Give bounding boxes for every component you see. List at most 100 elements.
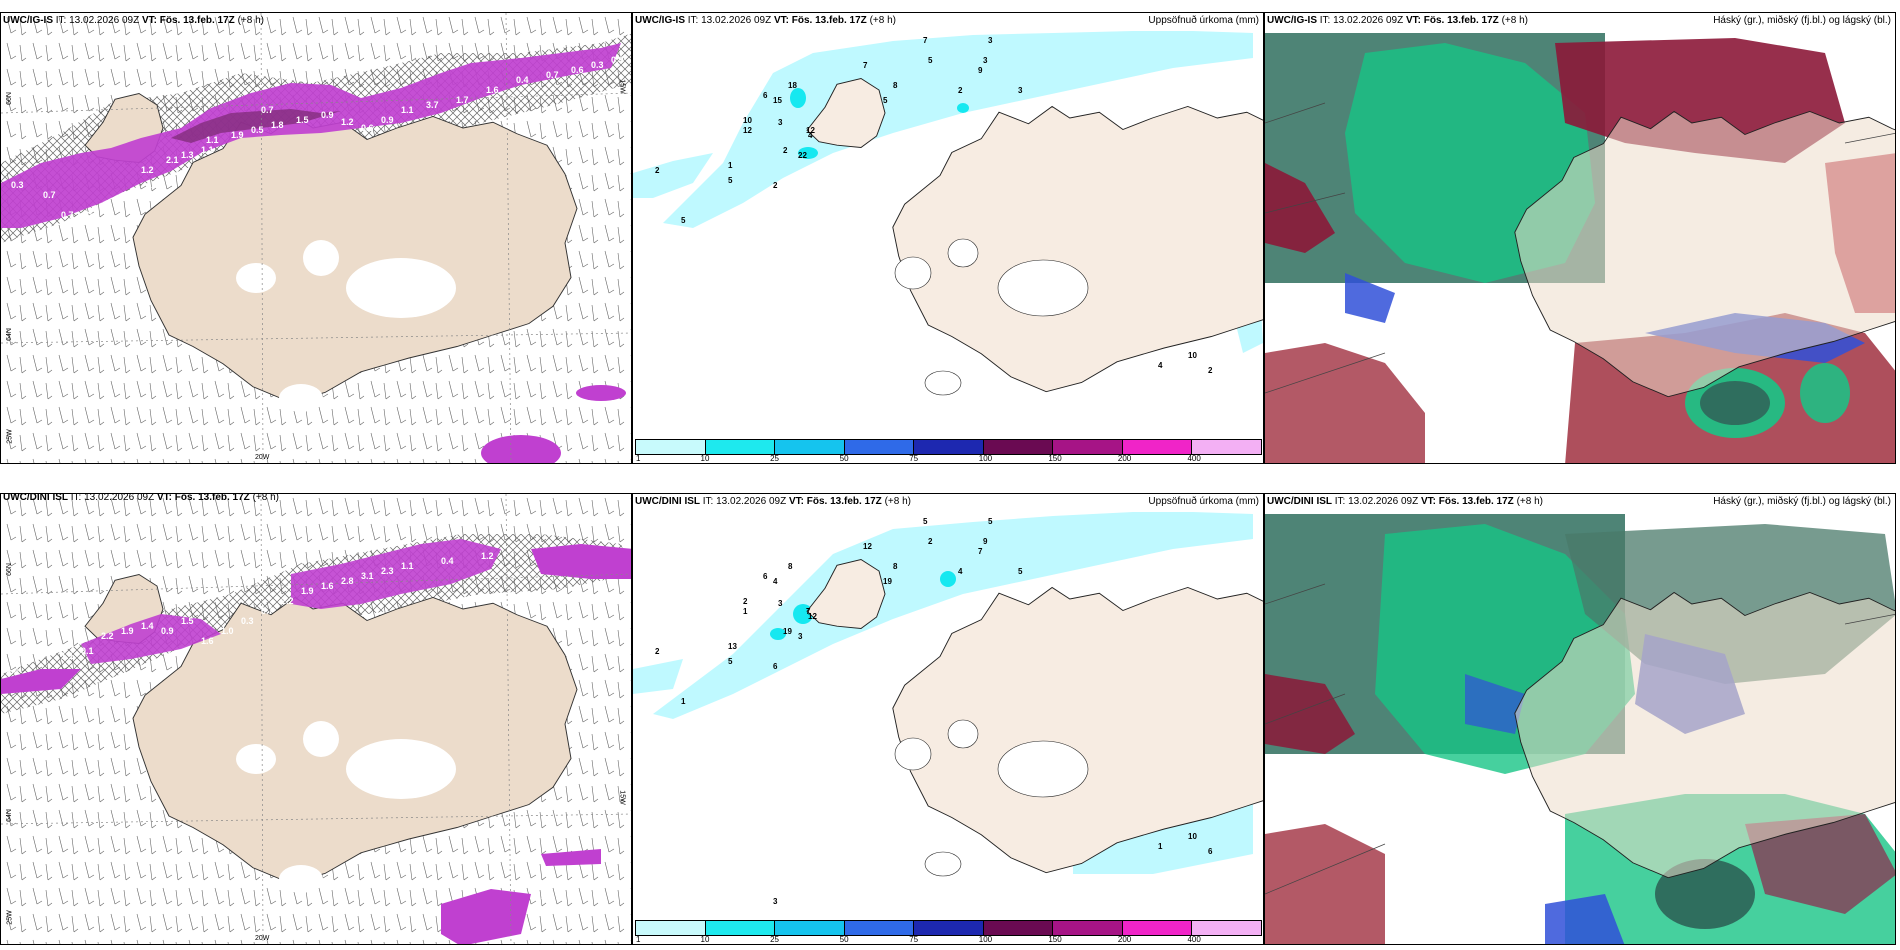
map-value-label: 8 — [893, 81, 898, 90]
colorbar-cell — [1052, 439, 1123, 455]
panel-title: UWC/IG-IS IT: 13.02.2026 09Z VT: Fös. 13… — [635, 15, 896, 26]
lon-label-25w: 25W — [6, 910, 14, 925]
map-value-label: 2 — [743, 597, 748, 606]
colorbar-tick-label: 50 — [839, 454, 849, 463]
panel-title: UWC/IG-IS IT: 13.02.2026 09Z VT: Fös. 13… — [3, 15, 264, 26]
map-value-label: 1.5 — [181, 616, 194, 626]
map-value-label: 1.6 — [201, 636, 214, 646]
map-value-label: 0.7 — [546, 70, 559, 80]
map-value-label: 0.7 — [61, 210, 74, 220]
map-value-label: 19 — [883, 577, 892, 586]
map-value-label: 3 — [773, 897, 778, 906]
colorbar-tick-label: 100 — [978, 454, 993, 463]
map-value-label: 1.6 — [486, 85, 499, 95]
map-value-label: 0.7 — [261, 606, 274, 616]
map-value-label: 13 — [728, 642, 737, 651]
colorbar-tick-label: 75 — [909, 935, 919, 944]
map-value-label: 5 — [728, 176, 733, 185]
lon-label-15w: 15W — [618, 790, 626, 805]
map-value-label: 0.5 — [87, 210, 100, 220]
colorbar-tick-label: 1 — [636, 454, 641, 463]
map-value-label: 1.5 — [296, 115, 309, 125]
colorbar-tick-label: 75 — [909, 454, 919, 463]
map-value-label: 1.0 — [221, 626, 234, 636]
panel-bottom-left-precip-type: UWC/DINI ISL IT: 13.02.2026 09Z VT: Fös.… — [0, 493, 632, 945]
map-value-label: 5 — [681, 216, 686, 225]
map-canvas[interactable]: 0.30.70.7 0.51.22.1 1.31.1 1.9 0.5 1.8 1.5 0.91… — [1, 13, 632, 464]
map-value-label: 10 — [1188, 832, 1197, 841]
panel-top-right-cloud-cover: UWC/IG-IS IT: 13.02.2026 09Z VT: Fös. 13… — [1264, 12, 1896, 464]
map-value-label: 1.2 — [341, 117, 354, 127]
map-value-label: 5 — [988, 517, 993, 526]
map-value-label: 3 — [778, 118, 783, 127]
colorbar-cell — [774, 920, 845, 936]
map-value-label: 2 — [958, 86, 963, 95]
colorbar-cell — [1121, 920, 1193, 936]
map-value-label: 0.3 — [591, 60, 604, 70]
map-value-label: 2.1 — [166, 155, 179, 165]
map-value-label: 7 — [806, 607, 811, 616]
map-value-label: 1 — [681, 697, 686, 706]
map-value-label: 9 — [983, 537, 988, 546]
colorbar-cell — [635, 439, 706, 455]
colorbar-tick-label: 200 — [1117, 935, 1132, 944]
map-value-label: 2 — [928, 537, 933, 546]
colorbar-cell — [843, 439, 915, 455]
colorbar-cell — [774, 439, 845, 455]
colorbar-tick-label: 10 — [700, 935, 710, 944]
colorbar-cell — [1191, 439, 1262, 455]
map-value-label: 0.4 — [516, 75, 529, 85]
colorbar-cell — [704, 920, 776, 936]
map-value-label: 2 — [1208, 366, 1213, 375]
map-value-label: 3 — [1018, 86, 1023, 95]
map-value-label: 2 — [783, 146, 788, 155]
map-value-label: 10 — [743, 116, 752, 125]
colorbar-tick-label: 200 — [1117, 454, 1132, 463]
map-value-label: 7 — [863, 61, 868, 70]
colorbar-tick-label: 100 — [978, 935, 993, 944]
map-value-label: 2 — [655, 647, 660, 656]
map-value-label: 2 — [773, 181, 778, 190]
map-value-label: 1.3 — [151, 180, 164, 190]
map-value-label: 1.1 — [201, 145, 214, 155]
map-value-label: 4 — [808, 131, 813, 140]
map-value-label: 1.1 — [61, 651, 74, 661]
map-value-label: 5 — [1018, 567, 1023, 576]
map-value-label: 2.3 — [381, 566, 394, 576]
colorbar-tick-label: 10 — [700, 454, 710, 463]
panel-bottom-right-cloud-cover: UWC/DINI ISL IT: 13.02.2026 09Z VT: Fös.… — [1264, 493, 1896, 945]
colorbar-cell — [913, 920, 984, 936]
map-value-label: 1.2 — [141, 165, 154, 175]
map-value-label: 12 — [806, 126, 815, 135]
map-value-label: 1.2 — [31, 646, 44, 656]
panel-variable-title: Háský (gr.), miðský (fj.bl.) og lágský (… — [1713, 496, 1891, 507]
map-value-label: 15 — [773, 96, 782, 105]
map-value-label: 3.7 — [426, 100, 439, 110]
lat-label-66n: 66N — [5, 563, 13, 576]
map-value-label: 0.9 — [321, 110, 334, 120]
map-value-label: 0.6 — [361, 123, 374, 133]
map-value-label: 1.6 — [321, 581, 334, 591]
map-value-label: 9 — [978, 66, 983, 75]
map-canvas[interactable] — [1265, 13, 1896, 464]
colorbar-cell — [843, 920, 915, 936]
colorbar-cell — [1052, 920, 1123, 936]
map-canvas[interactable] — [1265, 494, 1896, 945]
panel-title: UWC/DINI ISL IT: 13.02.2026 09Z VT: Fös.… — [3, 493, 279, 503]
lat-label-64n: 64N — [5, 809, 13, 822]
panel-title: UWC/DINI ISL IT: 13.02.2026 09Z VT: Fös.… — [635, 496, 911, 507]
map-value-label: 1.7 — [456, 95, 469, 105]
map-canvas[interactable]: 0.4 1.2 1.1 0.1 2.2 1.9 1.4 0.9 1.5 1.6 1.0 0.3 0.7 2… — [1, 494, 632, 945]
map-value-label: 0.3 — [241, 616, 254, 626]
map-value-label: 1.9 — [231, 130, 244, 140]
panel-bottom-middle-accum-precip: UWC/DINI ISL IT: 13.02.2026 09Z VT: Fös.… — [632, 493, 1264, 945]
map-value-label: 1.9 — [301, 586, 314, 596]
map-value-label: 1.1 — [206, 135, 219, 145]
panel-title: UWC/DINI ISL IT: 13.02.2026 09Z VT: Fös.… — [1267, 496, 1543, 507]
map-value-label: 12 — [743, 126, 752, 135]
map-value-label: 0.9 — [161, 626, 174, 636]
colorbar-tick-label: 1 — [636, 935, 641, 944]
map-value-label: 0.4 — [441, 556, 454, 566]
